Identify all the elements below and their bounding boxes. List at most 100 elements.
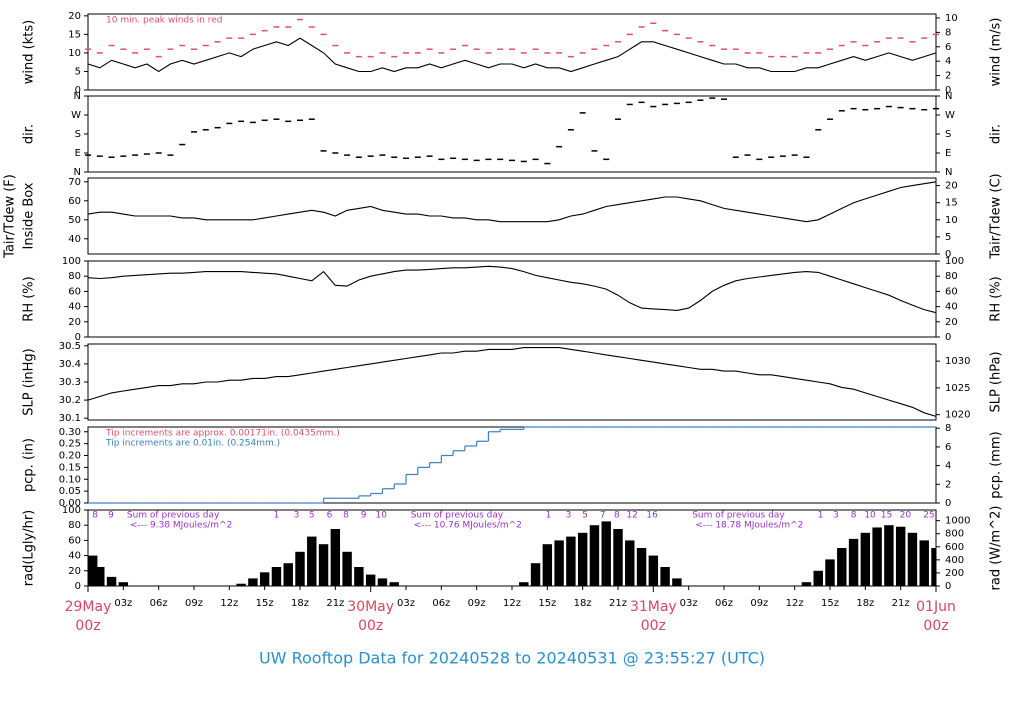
day-label: 31May xyxy=(630,599,677,615)
bar xyxy=(660,567,670,586)
bar xyxy=(813,570,823,586)
bar xyxy=(672,578,682,586)
y-tick-label: 10 xyxy=(68,48,81,59)
bar xyxy=(648,555,659,586)
y2-axis-label: Tair/Tdew (C) xyxy=(989,173,1004,259)
y-tick-label: 50 xyxy=(68,215,81,226)
y2-tick-label: 0 xyxy=(945,498,951,509)
y2-tick-label: 8 xyxy=(945,423,951,434)
y2-tick-label: 800 xyxy=(945,529,964,540)
daily-sum-label: <--- 10.76 MJoules/m^2 xyxy=(414,521,522,531)
y-tick-label: 70 xyxy=(68,177,81,188)
plot-area xyxy=(87,265,937,314)
hour-mark: 9 xyxy=(108,511,114,521)
y-tick-label: 30.4 xyxy=(59,359,81,370)
bar xyxy=(577,532,588,586)
y-tick-label: 20 xyxy=(68,566,81,577)
y2-tick-label: 20 xyxy=(945,181,958,192)
y-axis-label: wind (kts) xyxy=(22,20,37,84)
hour-mark: 9 xyxy=(361,511,367,521)
bar xyxy=(318,544,329,586)
y2-tick-label: 2 xyxy=(945,479,951,490)
bar xyxy=(872,527,882,586)
y-tick-label: 30.2 xyxy=(59,395,81,406)
bar xyxy=(530,563,541,586)
x-tick-label: 21z xyxy=(892,598,910,609)
bar xyxy=(106,576,117,586)
bar xyxy=(342,551,352,586)
day-time-label: 00z xyxy=(75,618,100,634)
y2-tick-label: 1000 xyxy=(945,516,970,527)
plot-area xyxy=(85,97,939,165)
hour-mark: 3 xyxy=(833,511,839,521)
day-time-label: 00z xyxy=(923,618,948,634)
y2-tick-label: 0 xyxy=(945,581,951,592)
hour-mark: 3 xyxy=(566,511,572,521)
x-tick-label: 15z xyxy=(256,598,274,609)
bar xyxy=(601,521,611,586)
x-tick-label: 06z xyxy=(432,598,450,609)
chart-title: UW Rooftop Data for 20240528 to 20240531… xyxy=(259,649,765,668)
line-series xyxy=(87,37,937,73)
y-axis-label: dir. xyxy=(22,124,37,144)
bar xyxy=(271,567,282,586)
y2-tick-label: 1020 xyxy=(945,410,970,421)
bar xyxy=(118,582,129,586)
y2-axis-label: dir. xyxy=(989,124,1004,144)
hour-mark: 10 xyxy=(376,511,388,521)
panel-frame xyxy=(87,13,937,91)
day-label: 01Jun xyxy=(916,599,956,615)
x-tick-label: 06z xyxy=(150,598,168,609)
hour-mark: 1 xyxy=(274,511,280,521)
y-tick-label: 60 xyxy=(68,535,81,546)
x-tick-label: 09z xyxy=(468,598,486,609)
y2-tick-label: 20 xyxy=(945,317,958,328)
y2-tick-label: 10 xyxy=(945,13,958,24)
y2-tick-label: 6 xyxy=(945,42,951,53)
y2-tick-label: S xyxy=(945,129,951,140)
y-tick-label: 60 xyxy=(68,286,81,297)
y2-tick-label: 100 xyxy=(945,256,964,267)
y2-tick-label: 1025 xyxy=(945,383,970,394)
y-tick-label: 30.3 xyxy=(59,377,81,388)
x-tick-label: 12z xyxy=(503,598,521,609)
daily-sum-heading: Sum of previous day xyxy=(692,511,785,521)
bar xyxy=(365,574,376,586)
x-tick-label: 18z xyxy=(856,598,874,609)
panel-note: Tip increments are approx. 0.00171in. (0… xyxy=(105,429,340,439)
y-tick-label: 80 xyxy=(68,520,81,531)
y2-tick-label: 15 xyxy=(945,198,958,209)
bar xyxy=(389,582,399,586)
x-tick-label: 12z xyxy=(220,598,238,609)
x-tick-label: 09z xyxy=(750,598,768,609)
y2-axis-label: rad (W/m^2) xyxy=(989,506,1004,591)
bar xyxy=(248,578,258,586)
hour-mark: 8 xyxy=(343,511,349,521)
bar xyxy=(295,551,305,586)
y-tick-label: 30.1 xyxy=(59,413,81,424)
hour-mark: 3 xyxy=(294,511,300,521)
hour-mark: 8 xyxy=(851,511,857,521)
y-tick-label: W xyxy=(71,110,81,121)
day-time-label: 00z xyxy=(358,618,383,634)
y-axis-label: pcp. (in) xyxy=(22,438,37,492)
y-tick-label: 100 xyxy=(62,505,81,516)
bar xyxy=(907,532,918,586)
bar xyxy=(307,536,317,586)
hour-mark: 15 xyxy=(881,511,892,521)
y-tick-label: N xyxy=(74,167,81,178)
y-tick-label: 15 xyxy=(68,29,81,40)
y-axis-label: SLP (inHg) xyxy=(22,348,37,416)
daily-sum-heading: Sum of previous day xyxy=(411,511,504,521)
y-tick-label: 40 xyxy=(68,551,81,562)
plot-area xyxy=(87,347,937,417)
x-tick-label: 18z xyxy=(291,598,309,609)
hour-mark: 1 xyxy=(818,511,824,521)
y2-tick-label: 0 xyxy=(945,85,951,96)
y-tick-label: 0.10 xyxy=(59,474,81,485)
plot-area xyxy=(88,426,936,504)
bar xyxy=(613,529,623,586)
bar xyxy=(589,525,600,586)
panel-note: 10 min. peak winds in red xyxy=(106,16,223,26)
bar xyxy=(837,548,847,586)
